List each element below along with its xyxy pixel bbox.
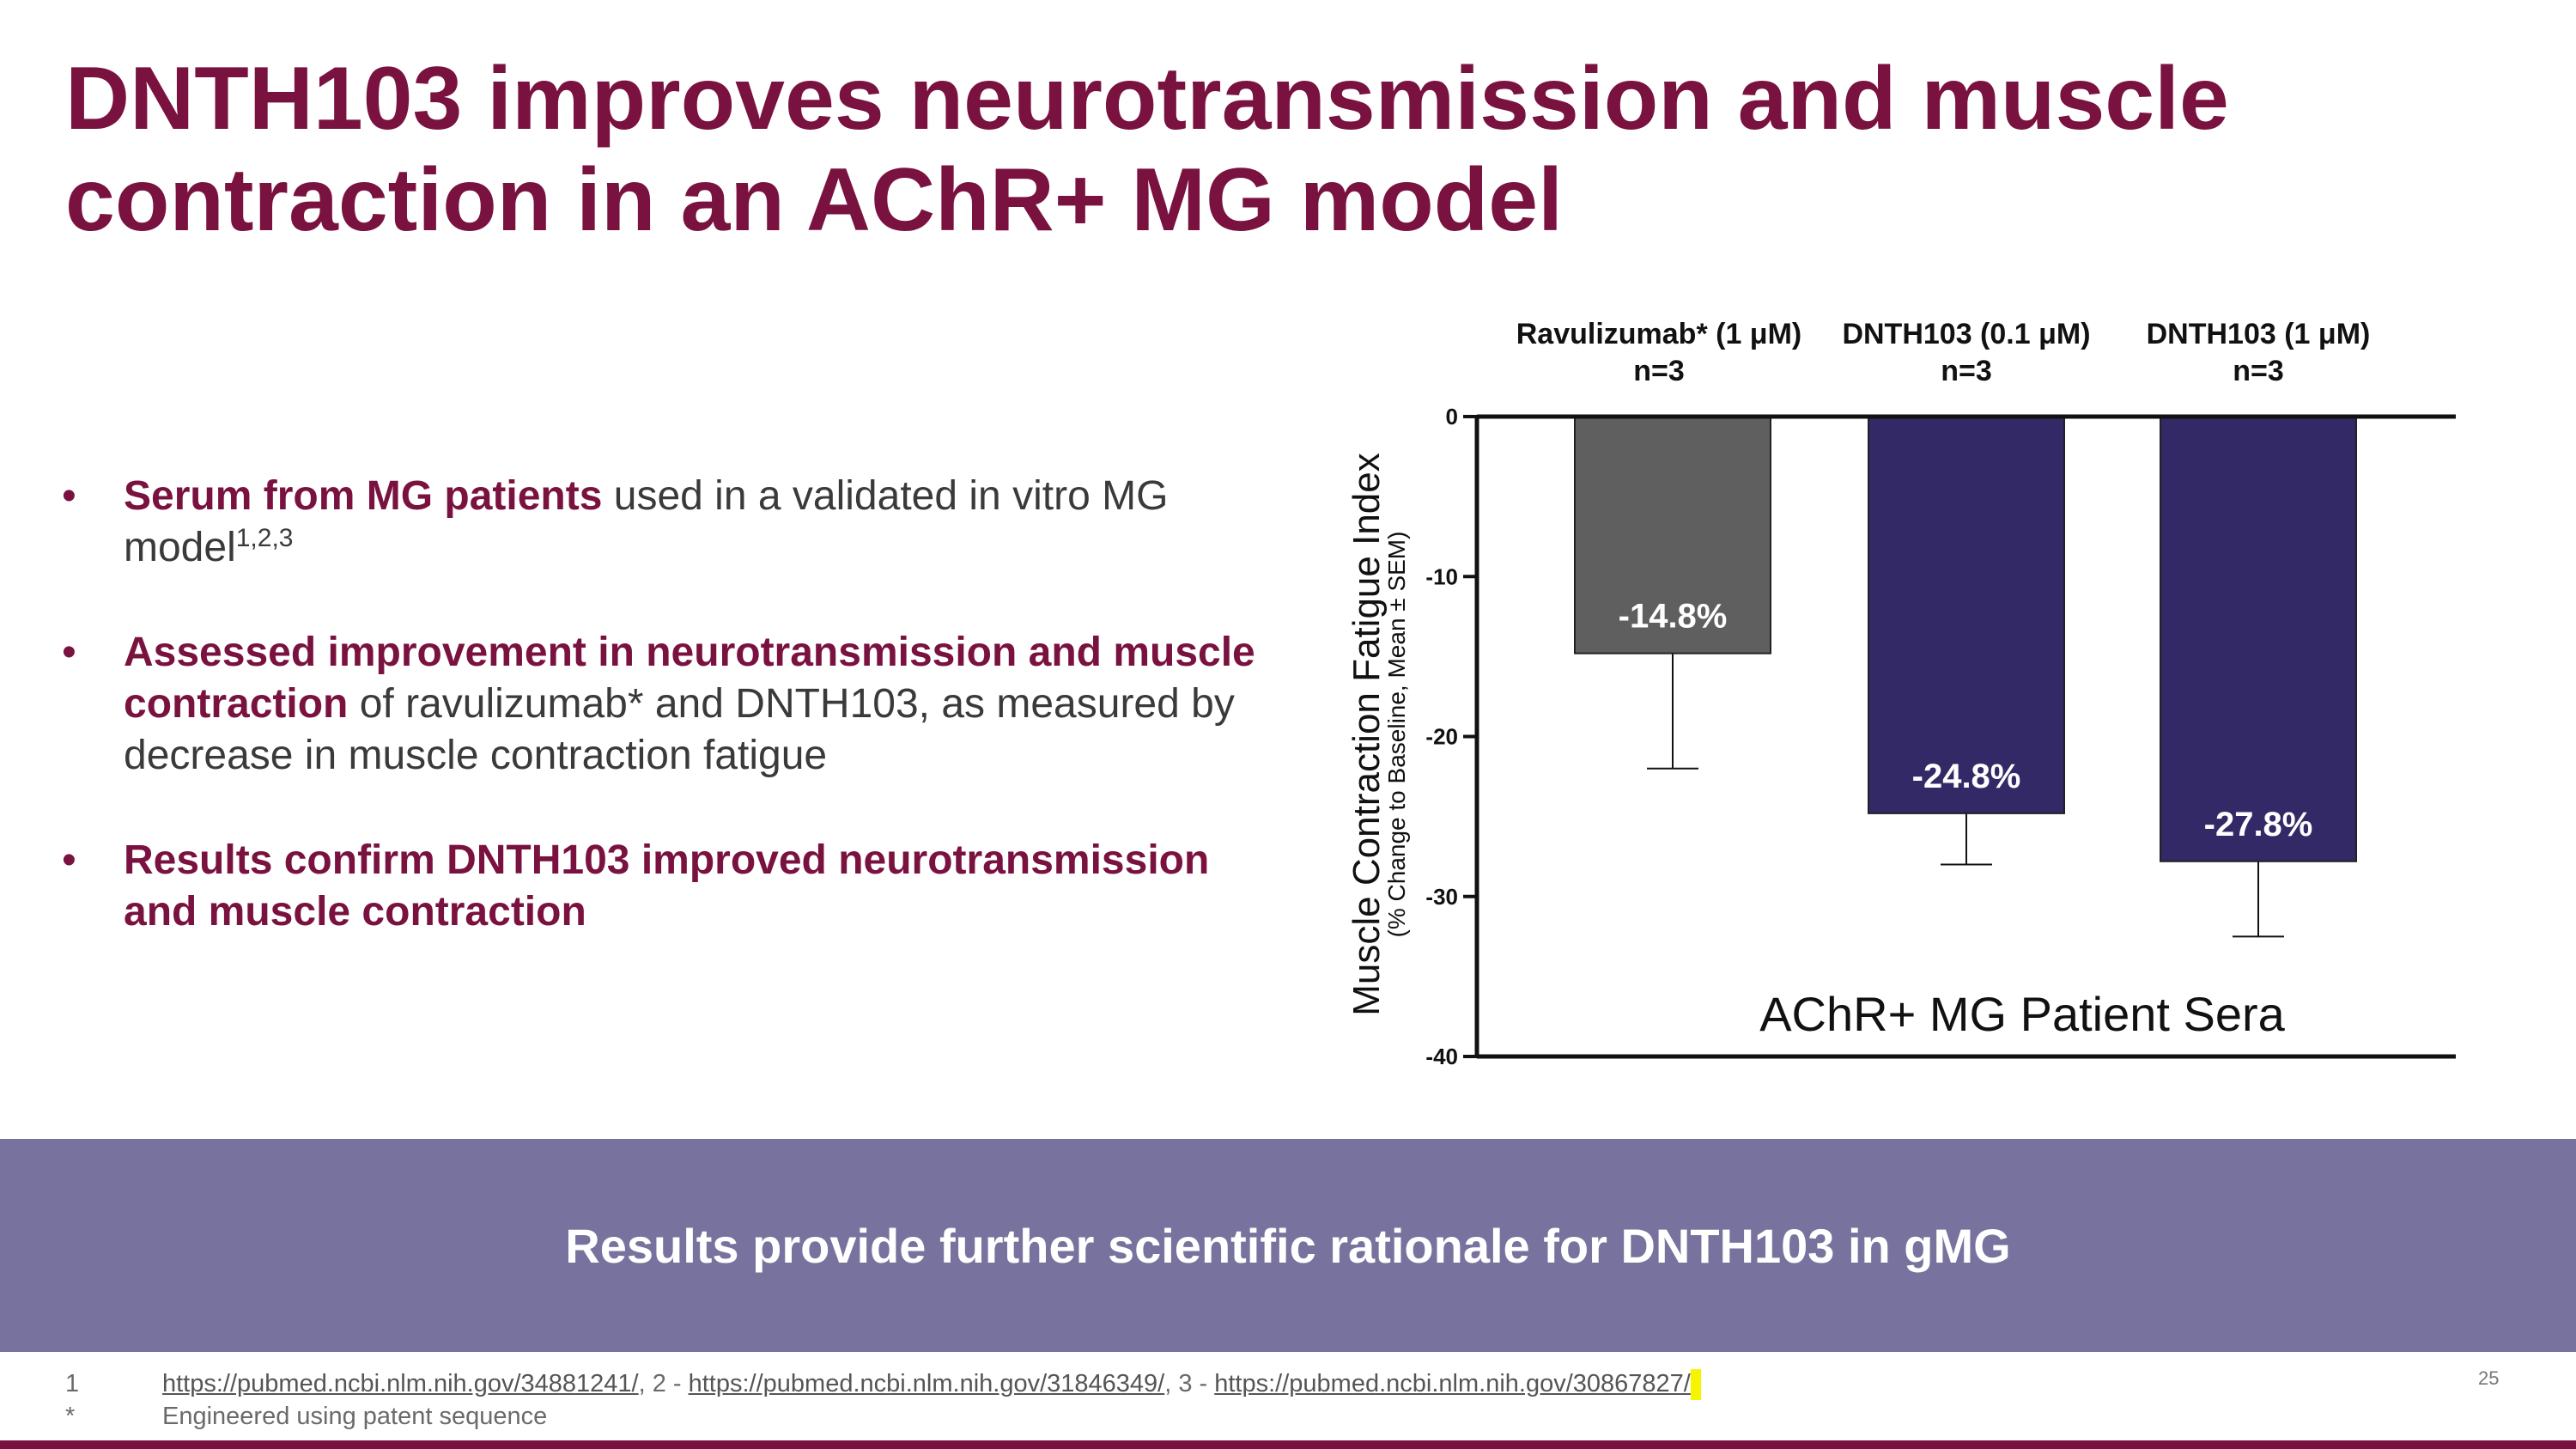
footnote-separator: , 2 - — [638, 1370, 689, 1397]
chart-svg: Muscle Contraction Fatigue Index (% Chan… — [1346, 318, 2456, 1069]
category-label: Ravulizumab* (1 μM) — [1516, 318, 1802, 350]
y-tick-label: -30 — [1425, 884, 1458, 910]
bottom-rule — [0, 1440, 2576, 1449]
y-tick-label: -10 — [1425, 563, 1458, 589]
sample-size-label: n=3 — [2233, 355, 2284, 387]
page-title: DNTH103 improves neurotransmission and m… — [65, 49, 2229, 250]
y-axis-subtitle: (% Change to Baseline, Mean ± SEM) — [1383, 532, 1410, 938]
bar-value-label: -24.8% — [1912, 758, 2021, 795]
footnote-separator: , 3 - — [1164, 1370, 1215, 1397]
bullet-marker: • — [62, 630, 76, 675]
page-number: 25 — [2478, 1367, 2500, 1389]
footnote-row: * Engineered using patent sequence — [65, 1400, 2384, 1433]
bullet-text: used in a validated in vitro MG model — [124, 473, 1169, 570]
bullet-highlight: Assessed improvement in neurotransmissio… — [124, 630, 1255, 727]
y-axis-title-group: Muscle Contraction Fatigue Index (% Chan… — [1346, 453, 1410, 1015]
bar — [2160, 416, 2357, 862]
category-label: DNTH103 (1 μM) — [2147, 318, 2371, 350]
bar — [1574, 416, 1771, 654]
takeaway-banner: Results provide further scientific ratio… — [0, 1139, 2576, 1352]
y-tick-label: -20 — [1425, 724, 1458, 750]
footnote-marker: * — [65, 1403, 76, 1431]
category-label: DNTH103 (0.1 μM) — [1842, 318, 2090, 350]
footnote-text: Engineered using patent sequence — [162, 1403, 548, 1431]
bullet-item: • Serum from MG patients used in a valida… — [62, 471, 1264, 574]
y-tick-label: 0 — [1446, 404, 1458, 429]
footnotes: 1 https://pubmed.ncbi.nlm.nih.gov/348812… — [65, 1367, 2384, 1433]
citation-superscript: 1,2,3 — [235, 524, 294, 552]
text-highlight-mark — [1690, 1369, 1701, 1401]
footnote-text: https://pubmed.ncbi.nlm.nih.gov/34881241… — [162, 1367, 1701, 1401]
bullet-highlight: Results confirm DNTH103 improved neurotr… — [124, 837, 1210, 935]
bullet-highlight: Serum from MG patients — [124, 473, 603, 519]
bullet-marker: • — [62, 473, 76, 519]
chart-labels: -14.8% Ravulizumab* (1 μM) n=3 -24.8% DNTH10… — [1516, 318, 2371, 1041]
y-axis-title: Muscle Contraction Fatigue Index — [1346, 453, 1388, 1015]
bullet-item: • Results confirm DNTH103 improved neurot… — [62, 835, 1264, 938]
chart-axes: 0 -10 -20 -30 -40 — [1425, 404, 2456, 1069]
bullet-item: • Assessed improvement in neurotransmissi… — [62, 627, 1264, 782]
reference-link-2[interactable]: https://pubmed.ncbi.nlm.nih.gov/31846349… — [688, 1370, 1165, 1397]
reference-link-1[interactable]: https://pubmed.ncbi.nlm.nih.gov/34881241… — [162, 1370, 639, 1397]
banner-text: Results provide further scientific ratio… — [565, 1218, 2011, 1273]
bar-value-label: -14.8% — [1619, 598, 1728, 636]
chart-annotation: AChR+ MG Patient Sera — [1759, 987, 2285, 1041]
y-tick-label: -40 — [1425, 1044, 1458, 1069]
bar — [1868, 416, 2065, 814]
reference-link-3[interactable]: https://pubmed.ncbi.nlm.nih.gov/30867827… — [1214, 1370, 1691, 1397]
footnote-row: 1 https://pubmed.ncbi.nlm.nih.gov/348812… — [65, 1367, 2384, 1401]
footnote-marker: 1 — [65, 1370, 80, 1397]
sample-size-label: n=3 — [1633, 355, 1685, 387]
chart-marks — [1574, 416, 2357, 938]
bullet-text: of ravulizumab* and DNTH103, as measured… — [124, 681, 1235, 778]
bullet-marker: • — [62, 837, 76, 883]
sample-size-label: n=3 — [1941, 355, 1992, 387]
bar-chart: Muscle Contraction Fatigue Index (% Chan… — [1305, 301, 2507, 1091]
bar-value-label: -27.8% — [2204, 806, 2313, 843]
bullet-list: • Serum from MG patients used in a valida… — [62, 471, 1264, 991]
